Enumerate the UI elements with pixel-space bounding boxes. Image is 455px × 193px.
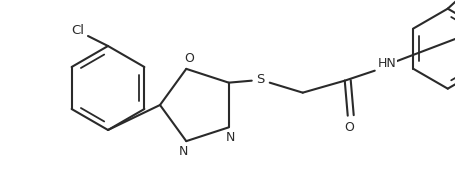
Text: N: N xyxy=(178,145,188,158)
Text: O: O xyxy=(344,121,354,134)
Text: O: O xyxy=(184,52,194,65)
Text: N: N xyxy=(226,131,235,144)
Text: Cl: Cl xyxy=(71,24,85,36)
Text: S: S xyxy=(257,73,265,86)
Text: HN: HN xyxy=(377,57,396,70)
